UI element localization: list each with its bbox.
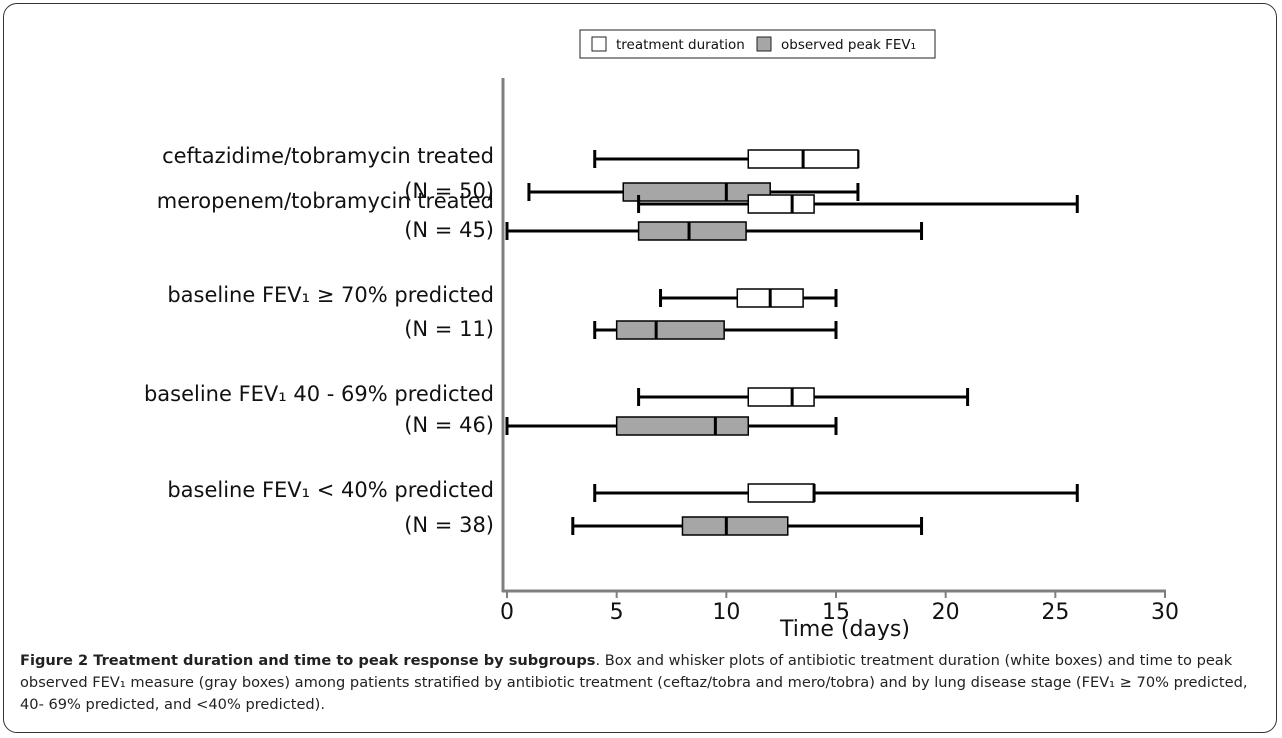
caption-title: Figure 2 Treatment duration and time to … <box>20 652 596 669</box>
box <box>681 516 789 536</box>
category-label: baseline FEV₁ < 40% predicted <box>167 478 494 502</box>
category-count: (N = 11) <box>404 317 494 341</box>
x-tick-label: 0 <box>500 600 514 625</box>
x-tick-label: 5 <box>610 600 624 625</box>
caption: Figure 2 Treatment duration and time to … <box>20 650 1270 716</box>
x-axis-title: Time (days) <box>779 617 910 640</box>
box <box>615 320 725 340</box>
box <box>747 483 815 503</box>
box <box>747 194 815 214</box>
x-tick-label: 25 <box>1041 600 1069 625</box>
box <box>637 221 747 241</box>
chart: Time (days) 0 5 10 15 20 25 30 treatment durati… <box>144 29 1179 640</box>
category-label: ceftazidime/tobramycin treated <box>162 144 494 168</box>
category-count: (N = 45) <box>404 218 494 242</box>
category-label: meropenem/tobramycin treated <box>157 189 494 213</box>
category-count: (N = 50) <box>404 179 494 203</box>
legend-label: observed peak FEV₁ <box>781 37 916 53</box>
x-tick-label: 20 <box>932 600 960 625</box>
category-label: baseline FEV₁ ≥ 70% predicted <box>167 283 494 307</box>
category-count: (N = 38) <box>404 513 494 537</box>
category-count: (N = 46) <box>404 413 494 437</box>
box <box>622 182 771 202</box>
x-tick-label: 15 <box>822 600 850 625</box>
legend-label: treatment duration <box>616 37 745 53</box>
x-tick-label: 30 <box>1151 600 1179 625</box>
x-tick-label: 10 <box>712 600 740 625</box>
box <box>747 387 815 407</box>
legend-swatch <box>756 36 772 52</box>
box <box>615 416 750 436</box>
category-label: baseline FEV₁ 40 - 69% predicted <box>144 382 494 406</box>
legend-box <box>579 29 936 59</box>
legend-swatch <box>591 36 607 52</box>
caption-text: . Box and whisker plots of antibiotic tr… <box>20 652 1248 713</box>
figure-frame <box>3 3 1277 733</box>
